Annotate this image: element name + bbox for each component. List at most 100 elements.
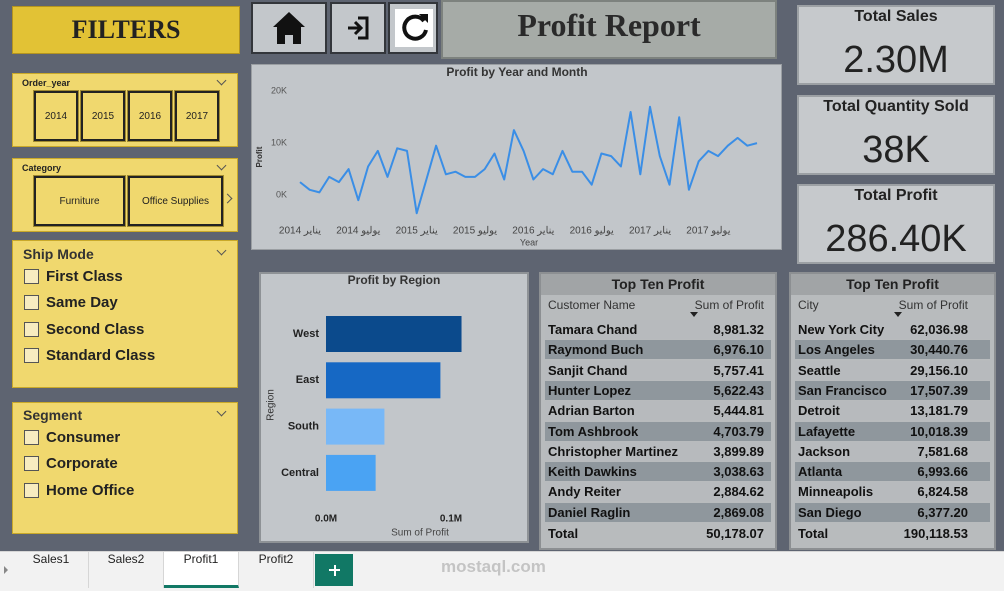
checkbox-label[interactable]: Second Class xyxy=(46,321,145,338)
cell-text: New York City xyxy=(798,322,885,337)
total-value: 50,178.07 xyxy=(706,526,764,541)
column-header[interactable]: City xyxy=(798,298,819,312)
table-row: Daniel Raglin 2,869.08 xyxy=(545,502,771,522)
cell-text: Tamara Chand xyxy=(548,322,638,337)
watermark: mostaql.com xyxy=(441,557,546,576)
filters-title: FILTERS xyxy=(12,6,240,54)
refresh-icon xyxy=(402,14,428,41)
slicer-option[interactable]: 2015 xyxy=(80,90,126,142)
cell-value: 5,757.41 xyxy=(713,362,764,378)
tab-bar: Sales1 Sales2 Profit1 Profit2 xyxy=(0,551,1004,591)
cell-value: 2,869.08 xyxy=(713,504,764,520)
slicer-title: Category xyxy=(22,163,62,173)
table-row: Andy Reiter 2,884.62 xyxy=(545,482,771,502)
slicer-option[interactable]: 2014 xyxy=(33,90,79,142)
cell-text: Christopher Martinez xyxy=(548,443,679,459)
cell-text: Jackson xyxy=(798,443,851,459)
kpi-card: Total Quantity Sold 38K xyxy=(797,95,995,175)
cell-text: Detroit xyxy=(798,403,840,419)
table-row: Los Angeles 30,440.76 xyxy=(795,340,990,360)
column-header[interactable]: Sum of Profit xyxy=(694,298,764,312)
slicer: Category Furniture Office Supplies xyxy=(12,158,238,232)
checkbox-label[interactable]: Consumer xyxy=(46,429,121,446)
table-row: Keith Dawkins 3,038.63 xyxy=(545,462,771,482)
cell-text: Atlanta xyxy=(798,464,843,480)
sheet-tab[interactable]: Profit2 xyxy=(239,552,314,588)
cell-value: 2,884.62 xyxy=(713,484,764,500)
cell-text: San Diego xyxy=(798,504,862,520)
cell-text: Daniel Raglin xyxy=(548,504,631,520)
cell-value: 10,018.39 xyxy=(910,423,968,439)
checkbox[interactable] xyxy=(24,456,39,471)
cell-value: 17,507.39 xyxy=(910,382,968,398)
table-row: Sanjit Chand 5,757.41 xyxy=(545,360,771,380)
slicer-option[interactable]: 2017 xyxy=(174,90,220,142)
cell-value: 8,981.32 xyxy=(713,322,764,337)
tab-scroll xyxy=(4,566,8,574)
cell-text: Sanjit Chand xyxy=(548,362,628,378)
checkbox-label[interactable]: Standard Class xyxy=(46,347,156,364)
slicer: Ship Mode First Class Same Day Second Class… xyxy=(12,240,238,388)
table-row: Tom Ashbrook 4,703.79 xyxy=(545,421,771,441)
slicer-title: Ship Mode xyxy=(23,246,94,262)
slicer-title: Order_year xyxy=(22,78,71,88)
cell-value: 6,377.20 xyxy=(917,504,968,520)
sort-arrow xyxy=(894,312,902,317)
checkbox[interactable] xyxy=(24,430,39,445)
checkbox-label[interactable]: First Class xyxy=(46,268,123,285)
sheet-tab[interactable]: Sales2 xyxy=(89,552,164,588)
exit-icon xyxy=(348,16,369,40)
line-chart-panel xyxy=(251,64,782,250)
total-value: 190,118.53 xyxy=(903,526,968,541)
slicer-option[interactable]: Office Supplies xyxy=(127,175,224,227)
bar-chart-panel xyxy=(259,272,529,543)
checkbox[interactable] xyxy=(24,322,39,337)
cell-value: 3,038.63 xyxy=(713,464,764,480)
slicer-title: Segment xyxy=(23,407,83,423)
table-row: Lafayette 10,018.39 xyxy=(795,421,990,441)
checkbox[interactable] xyxy=(24,295,39,310)
home-icon xyxy=(273,12,305,44)
table-panel: Top Ten Profit Customer Name Sum of Profit… xyxy=(539,272,777,550)
cell-text: Keith Dawkins xyxy=(548,464,637,480)
chevron xyxy=(216,406,227,417)
cell-value: 3,899.89 xyxy=(713,443,764,459)
total-label: Total xyxy=(798,526,829,541)
kpi-card: Total Sales 2.30M xyxy=(797,5,995,85)
exit-button[interactable] xyxy=(330,2,386,54)
refresh-button[interactable] xyxy=(388,2,438,54)
kpi-value: 2.30M xyxy=(843,39,949,81)
cell-text: Seattle xyxy=(798,362,841,378)
kpi-value: 286.40K xyxy=(825,218,967,260)
checkbox-label[interactable]: Corporate xyxy=(46,455,118,472)
checkbox[interactable] xyxy=(24,348,39,363)
cell-value: 6,976.10 xyxy=(713,342,764,358)
cell-value: 13,181.79 xyxy=(910,403,968,419)
add-tab[interactable] xyxy=(315,554,353,586)
table-row: Jackson 7,581.68 xyxy=(795,441,990,461)
table-title: Top Ten Profit xyxy=(791,274,994,295)
slicer: Segment Consumer Corporate Home Office xyxy=(12,402,238,534)
chevron xyxy=(216,245,227,256)
kpi-value: 38K xyxy=(862,129,930,171)
checkbox-label[interactable]: Same Day xyxy=(46,294,118,311)
sheet-tab[interactable]: Profit1 xyxy=(164,552,239,588)
table-row: Christopher Martinez 3,899.89 xyxy=(545,441,771,461)
home-button[interactable] xyxy=(251,2,327,54)
slicer-option[interactable]: 2016 xyxy=(127,90,173,142)
sheet-tab[interactable]: Sales1 xyxy=(14,552,89,588)
cell-value: 6,993.66 xyxy=(917,464,968,480)
checkbox[interactable] xyxy=(24,269,39,284)
column-header[interactable]: Customer Name xyxy=(548,298,636,312)
table-row: Tamara Chand 8,981.32 xyxy=(545,320,771,339)
table-row: San Francisco 17,507.39 xyxy=(795,380,990,400)
sort-arrow xyxy=(690,312,698,317)
cell-value: 7,581.68 xyxy=(917,443,968,459)
column-header[interactable]: Sum of Profit xyxy=(898,298,968,312)
checkbox[interactable] xyxy=(24,483,39,498)
table-row: San Diego 6,377.20 xyxy=(795,502,990,522)
cell-value: 30,440.76 xyxy=(910,342,968,358)
slicer-option[interactable]: Furniture xyxy=(33,175,126,227)
checkbox-label[interactable]: Home Office xyxy=(46,482,135,499)
